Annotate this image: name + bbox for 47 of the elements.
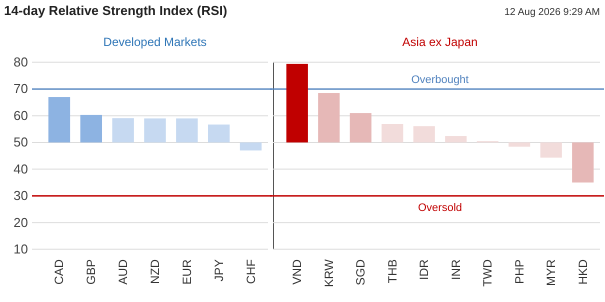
bar [572, 142, 594, 183]
bar [176, 118, 198, 142]
text: 12 Aug 2026 9:29 AM [504, 7, 600, 18]
x-tick-label: CAD [52, 258, 66, 285]
y-tick-label: 50 [14, 134, 28, 150]
bar [318, 93, 340, 142]
x-tick-label: TWD [480, 258, 495, 287]
x-tick-label: SGD [354, 258, 368, 286]
x-tick-label: AUD [116, 258, 130, 285]
x-tick-label: EUR [180, 258, 194, 285]
x-tick-label: CHF [244, 259, 258, 284]
bar [80, 114, 102, 142]
x-tick-label: VND [290, 258, 304, 285]
bar [508, 142, 530, 147]
chart-title: 14-day Relative Strength Index (RSI) [4, 3, 228, 18]
y-tick-label: 10 [14, 241, 28, 256]
y-tick-label: 80 [14, 54, 28, 70]
bar [413, 126, 435, 142]
chart-subtitle: Asia ex Japan [402, 35, 478, 49]
x-tick-label: JPY [212, 259, 226, 282]
y-tick-label: 60 [14, 108, 28, 123]
x-tick-label: GBP [84, 259, 98, 285]
bar [540, 142, 562, 158]
bar [112, 118, 134, 142]
ref-line-label: Overbought [411, 74, 469, 86]
y-tick-label: 70 [14, 81, 28, 96]
x-tick-label: NZD [148, 258, 162, 284]
bar [208, 124, 230, 142]
chart-subtitle: Developed Markets [103, 35, 207, 49]
x-tick-label: HKD [576, 258, 590, 285]
x-tick-label: KRW [322, 258, 336, 288]
x-tick-label: INR [448, 258, 463, 280]
bar [48, 97, 70, 142]
bar [286, 64, 308, 142]
ref-line-label: Oversold [418, 202, 462, 214]
x-tick-label: THB [385, 259, 400, 284]
bar [382, 124, 404, 142]
y-tick-label: 20 [14, 214, 28, 230]
x-tick-label: MYR [544, 258, 558, 286]
bar [445, 136, 467, 142]
y-tick-label: 30 [14, 188, 28, 204]
y-tick-label: 40 [14, 161, 28, 176]
bar [240, 142, 262, 150]
bar [144, 118, 166, 142]
bar [350, 113, 372, 142]
x-tick-label: IDR [417, 258, 432, 280]
x-tick-label: PHP [512, 259, 526, 284]
